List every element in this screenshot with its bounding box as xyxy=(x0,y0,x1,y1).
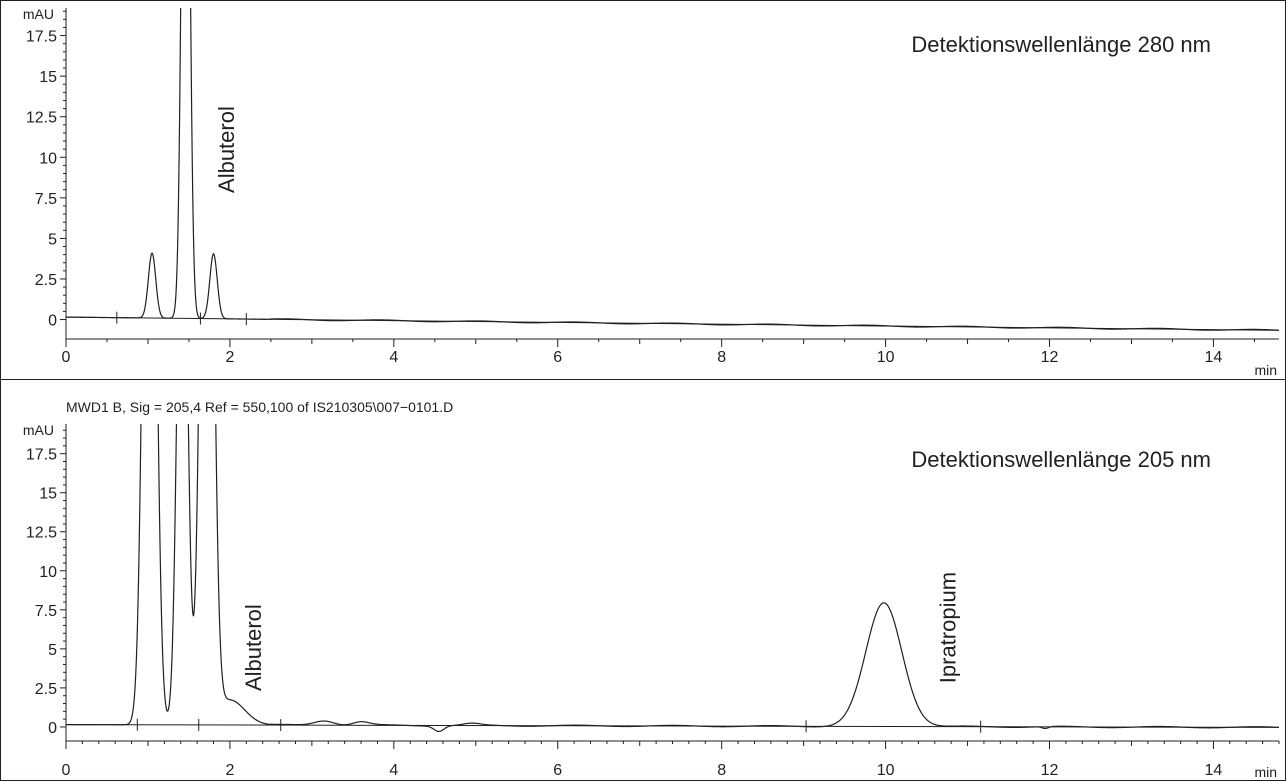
y-tick-label: 12.5 xyxy=(26,525,57,542)
chromatogram-panel-2: 0 2.5 5 7.5 10 12.5 15 17.5 mAU 0 2 4 6 8 10 12 14 min Det… xyxy=(23,399,1280,780)
x-axis-unit: min xyxy=(1254,362,1277,378)
y-tick-label: 5 xyxy=(48,231,57,248)
x-tick-label: 12 xyxy=(1041,349,1059,366)
x-tick-label: 10 xyxy=(877,349,895,366)
x-tick-label: 14 xyxy=(1205,349,1223,366)
y-tick-label: 2.5 xyxy=(35,681,57,698)
y-tick-label: 7.5 xyxy=(35,603,57,620)
panel-title: Detektionswellenlänge 280 nm xyxy=(911,32,1211,57)
y-tick-label: 0 xyxy=(48,720,57,737)
x-tick-label: 4 xyxy=(389,349,398,366)
x-axis-unit: min xyxy=(1254,764,1277,780)
chromatogram-panel-1: 0 2.5 5 7.5 10 12.5 15 17.5 mAU 0 2 4 6 8 10 12 14 min Det… xyxy=(23,6,1279,378)
y-tick-label: 5 xyxy=(48,642,57,659)
x-tick-label: 2 xyxy=(225,762,234,779)
x-tick-label: 6 xyxy=(553,349,562,366)
peak-label: Albuterol xyxy=(241,604,266,691)
y-tick-label: 0 xyxy=(48,313,57,330)
x-tick-label: 8 xyxy=(717,762,726,779)
x-tick-label: 0 xyxy=(62,762,71,779)
panel-title: Detektionswellenlänge 205 nm xyxy=(911,447,1211,472)
y-tick-label: 10 xyxy=(39,150,57,167)
y-tick-label: 17.5 xyxy=(26,447,57,464)
y-axis-unit: mAU xyxy=(23,6,54,22)
signal-header: MWD1 B, Sig = 205,4 Ref = 550,100 of IS2… xyxy=(66,399,453,415)
x-tick-label: 6 xyxy=(553,762,562,779)
y-tick-label: 2.5 xyxy=(35,272,57,289)
y-axis-unit: mAU xyxy=(23,422,54,438)
peak-label: Albuterol xyxy=(214,106,239,193)
y-tick-label: 15 xyxy=(39,486,57,503)
y-tick-label: 15 xyxy=(39,69,57,86)
y-tick-label: 10 xyxy=(39,564,57,581)
y-tick-label: 7.5 xyxy=(35,191,57,208)
peak-label: Ipratropium xyxy=(935,572,960,683)
y-tick-label: 17.5 xyxy=(26,29,57,46)
x-tick-label: 8 xyxy=(717,349,726,366)
x-tick-label: 4 xyxy=(389,762,398,779)
x-tick-label: 12 xyxy=(1041,762,1059,779)
x-tick-label: 2 xyxy=(225,349,234,366)
y-tick-label: 12.5 xyxy=(26,110,57,127)
x-tick-label: 14 xyxy=(1205,762,1223,779)
x-tick-label: 10 xyxy=(877,762,895,779)
signal-trace xyxy=(66,424,1279,733)
x-tick-label: 0 xyxy=(62,349,71,366)
signal-trace xyxy=(66,8,1279,331)
